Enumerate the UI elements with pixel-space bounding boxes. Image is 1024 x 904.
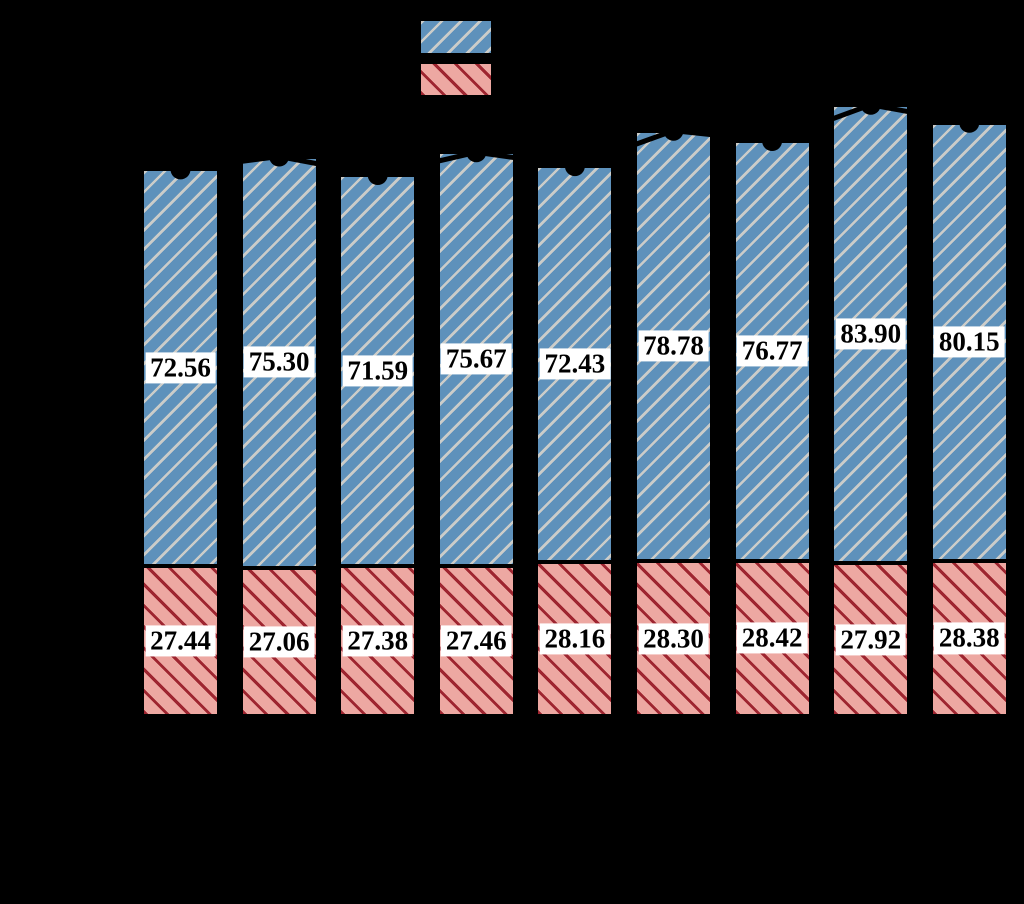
bar-value-label-blue: 80.15: [933, 326, 1005, 358]
bar-value-label-red: 28.42: [736, 622, 808, 654]
bar-value-label-red: 27.92: [835, 624, 907, 656]
bar-value-label-blue: 76.77: [736, 335, 808, 367]
bar-value-label-blue: 72.56: [145, 352, 216, 384]
bar-value-label-blue: 72.43: [539, 348, 611, 380]
bar-value-label-blue: 78.78: [638, 330, 709, 362]
bar-value-label-red: 28.30: [638, 623, 709, 655]
bar-value-label-red: 27.44: [145, 625, 216, 657]
bar-value-label-red: 27.38: [342, 625, 414, 657]
bar-value-label-blue: 75.30: [243, 346, 315, 378]
legend-swatch-red: [419, 62, 493, 97]
bar-value-label-red: 27.06: [243, 626, 315, 658]
bar-value-label-red: 27.46: [440, 625, 512, 657]
legend-swatch-blue: [419, 19, 493, 55]
bar-value-label-blue: 71.59: [342, 355, 414, 387]
bar-value-label-blue: 75.67: [440, 343, 512, 375]
bar-value-label-red: 28.16: [539, 623, 611, 655]
bar-value-label-blue: 83.90: [835, 318, 907, 350]
bar-value-label-red: 28.38: [933, 622, 1005, 654]
